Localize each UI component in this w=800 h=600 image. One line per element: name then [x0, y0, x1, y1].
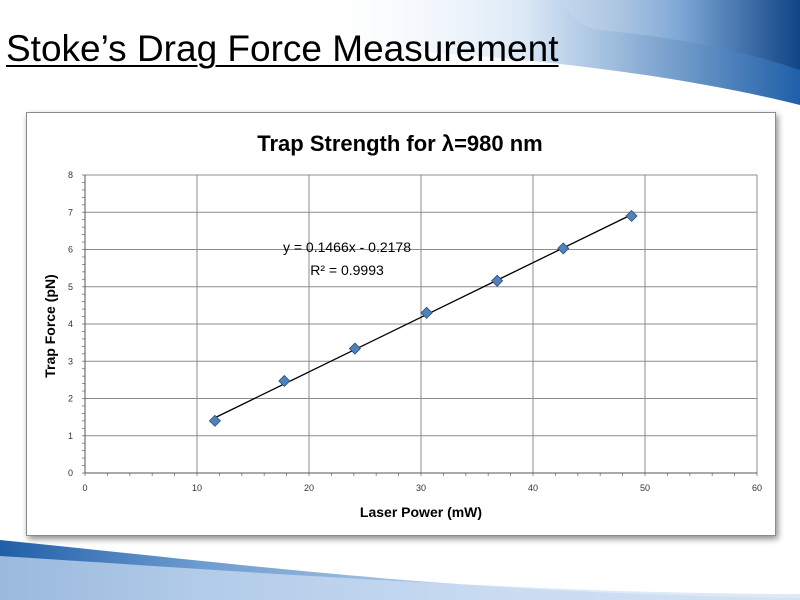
y-tick-label: 2 — [68, 394, 73, 404]
tick-labels: 0 1 2 3 4 5 6 7 8 0 10 20 30 40 50 60 — [68, 170, 762, 493]
data-point — [625, 209, 638, 223]
x-tick-label: 40 — [528, 483, 538, 493]
r-squared-label: R² = 0.9993 — [310, 262, 384, 278]
data-point — [348, 342, 361, 355]
top-wave-dark — [560, 0, 800, 70]
y-tick-label: 4 — [68, 319, 73, 329]
y-tick-label: 6 — [68, 245, 73, 255]
data-point — [208, 414, 221, 427]
scatter-chart: Trap Strength for λ=980 nm 0 1 2 3 4 5 6 7 8 0 10 2… — [42, 131, 762, 520]
chart-title: Trap Strength for λ=980 nm — [257, 131, 542, 156]
x-tick-label: 20 — [304, 483, 314, 493]
y-tick-label: 0 — [68, 468, 73, 478]
trendline — [214, 214, 632, 419]
bottom-wave-light — [0, 556, 800, 600]
y-tick-label: 3 — [68, 356, 73, 366]
chart-frame: Trap Strength for λ=980 nm 0 1 2 3 4 5 6 7 8 0 10 2… — [26, 112, 776, 536]
trendline-group — [214, 214, 632, 419]
data-point — [278, 374, 291, 388]
x-tick-label: 60 — [752, 483, 762, 493]
data-point — [420, 306, 433, 319]
x-axis-title: Laser Power (mW) — [360, 504, 482, 520]
y-tick-label: 7 — [68, 207, 73, 217]
gridlines — [84, 174, 758, 474]
y-tick-label: 5 — [68, 282, 73, 292]
data-points — [208, 209, 638, 427]
x-tick-label: 10 — [192, 483, 202, 493]
data-point — [557, 242, 570, 255]
y-axis-title: Trap Force (pN) — [42, 274, 58, 377]
x-tick-label: 0 — [82, 483, 87, 493]
data-point — [491, 274, 504, 287]
axes — [82, 174, 758, 476]
x-tick-label: 50 — [640, 483, 650, 493]
y-tick-label: 8 — [68, 170, 73, 180]
slide-title: Stoke’s Drag Force Measurement — [6, 28, 559, 69]
x-tick-label: 30 — [416, 483, 426, 493]
trendline-equation: y = 0.1466x - 0.2178 — [283, 239, 411, 255]
y-tick-label: 1 — [68, 431, 73, 441]
